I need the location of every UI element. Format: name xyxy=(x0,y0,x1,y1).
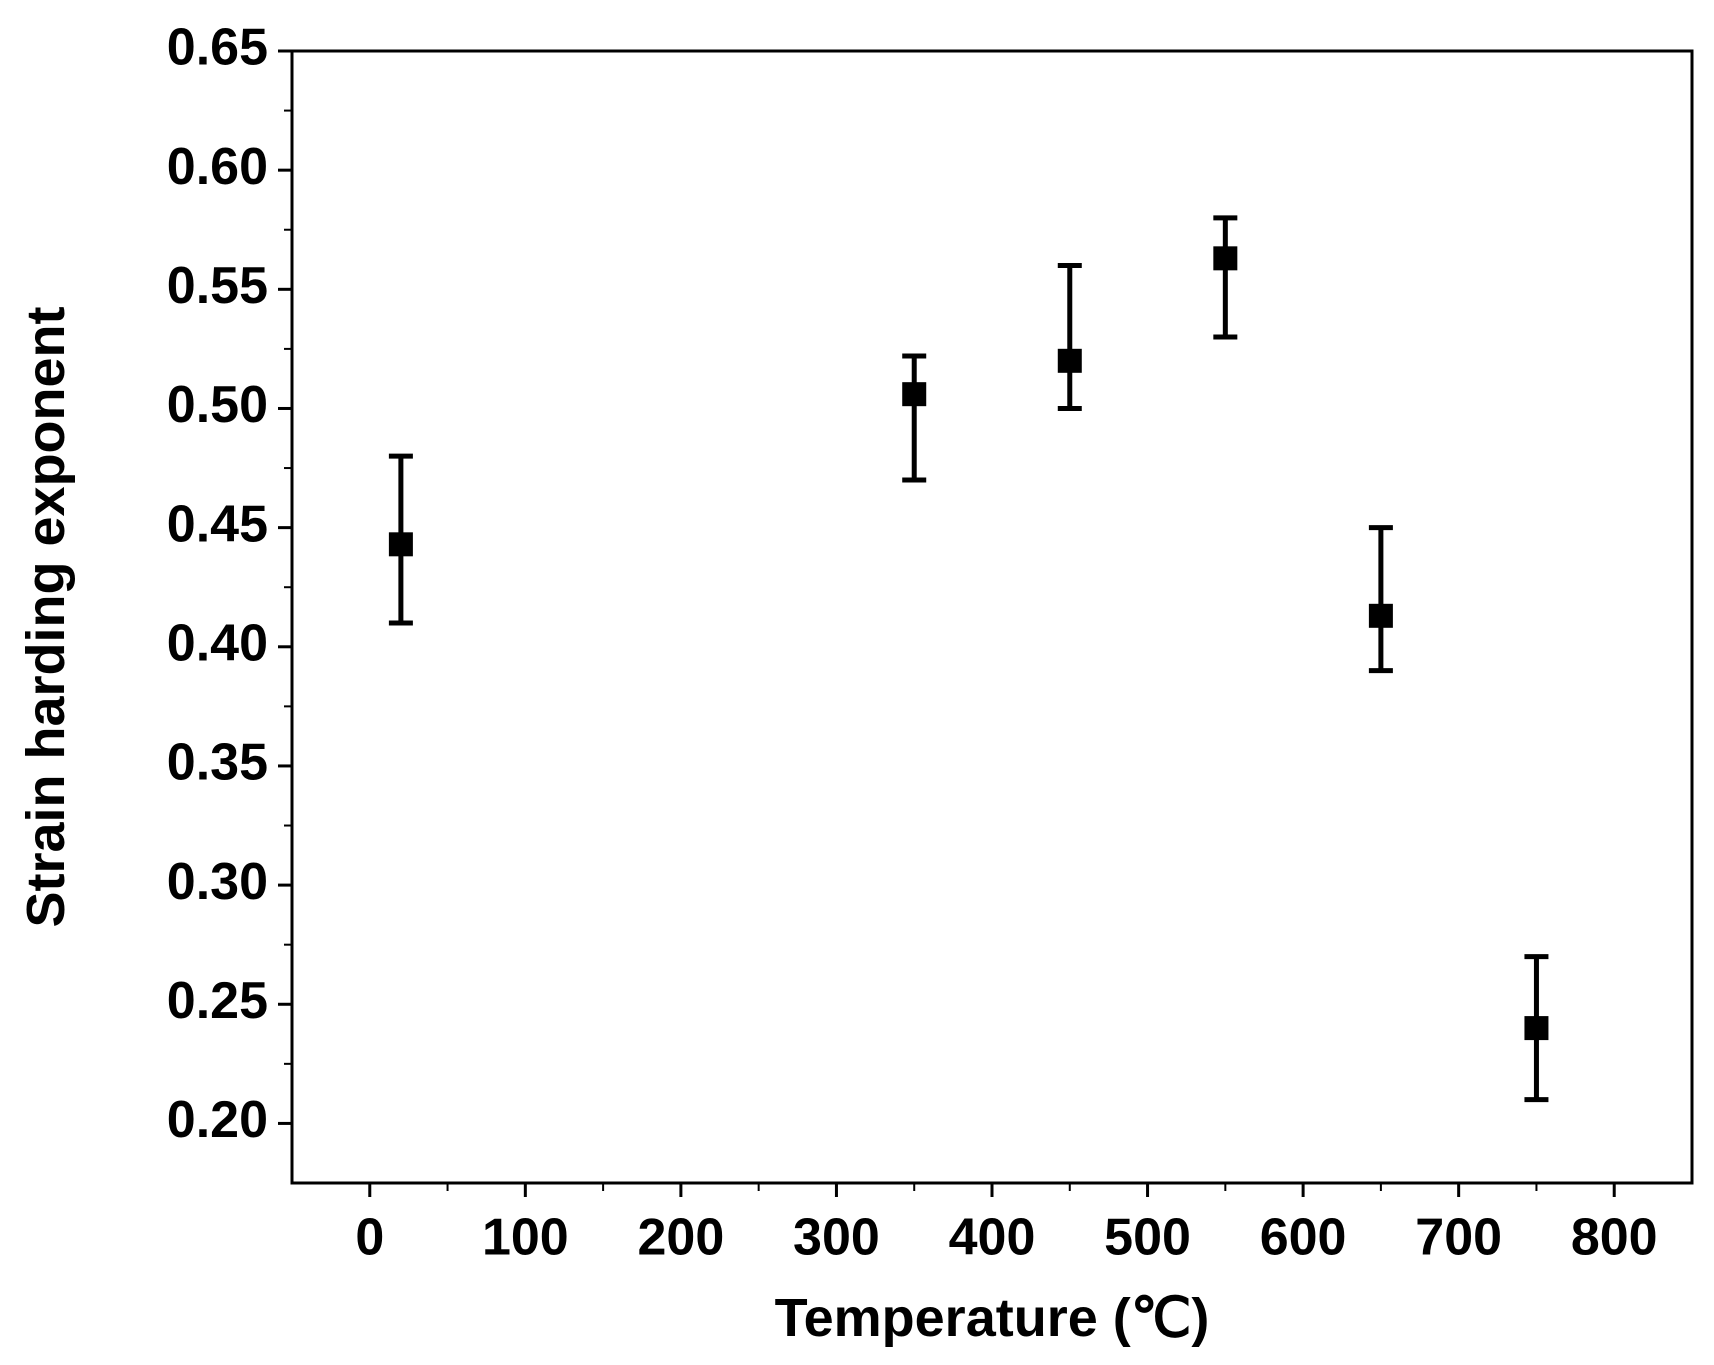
x-tick-label: 100 xyxy=(482,1209,569,1267)
x-tick-label: 300 xyxy=(793,1209,880,1267)
data-point xyxy=(902,382,927,407)
y-tick-label: 0.55 xyxy=(167,257,268,315)
plot-frame xyxy=(290,49,1694,1185)
y-axis-title: Strain harding exponent xyxy=(16,306,76,927)
x-tick-label: 400 xyxy=(949,1209,1036,1267)
x-tick-label: 0 xyxy=(355,1209,384,1267)
data-point xyxy=(1368,603,1393,628)
x-tick-label: 700 xyxy=(1415,1209,1502,1267)
y-tick-label: 0.65 xyxy=(167,19,268,77)
data-point xyxy=(388,532,413,557)
x-axis-title: Temperature (℃) xyxy=(775,1288,1210,1348)
y-tick-label: 0.50 xyxy=(167,376,268,434)
y-tick-label: 0.30 xyxy=(167,853,268,911)
y-tick-label: 0.25 xyxy=(167,972,268,1030)
y-tick-label: 0.40 xyxy=(167,615,268,673)
x-tick-label: 800 xyxy=(1571,1209,1658,1267)
y-tick-label: 0.35 xyxy=(167,734,268,792)
y-tick-label: 0.20 xyxy=(167,1091,268,1149)
y-tick-label: 0.60 xyxy=(167,138,268,196)
x-tick-label: 200 xyxy=(638,1209,725,1267)
data-point xyxy=(1524,1016,1549,1041)
data-point xyxy=(1213,246,1238,271)
y-tick-label: 0.45 xyxy=(167,495,268,553)
x-tick-label: 600 xyxy=(1260,1209,1347,1267)
x-tick-label: 500 xyxy=(1104,1209,1191,1267)
data-point xyxy=(1057,348,1082,373)
